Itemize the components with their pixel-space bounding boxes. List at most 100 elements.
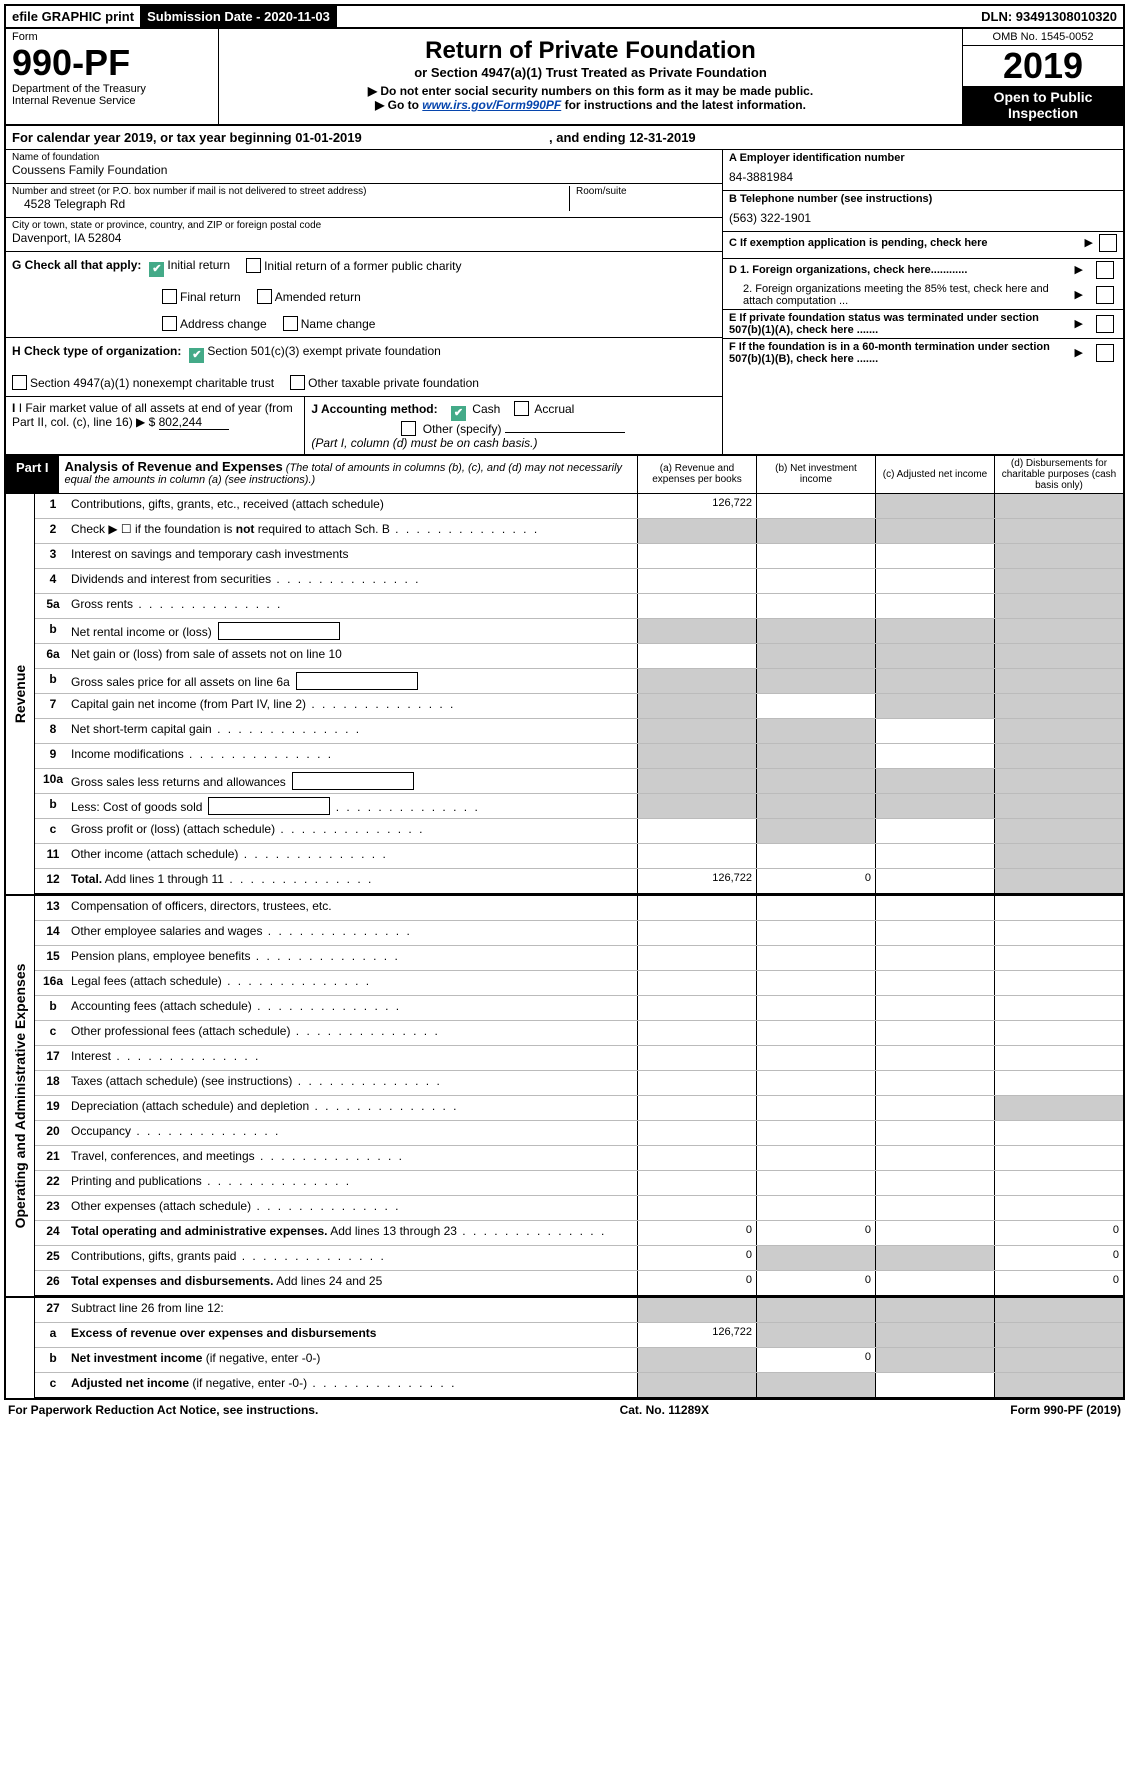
cell-a bbox=[637, 769, 756, 793]
cell-d bbox=[994, 844, 1123, 868]
cell-a bbox=[637, 1196, 756, 1220]
cell-a bbox=[637, 946, 756, 970]
line-num: 22 bbox=[35, 1171, 71, 1195]
h-item-1-label: Section 4947(a)(1) nonexempt charitable … bbox=[30, 376, 274, 390]
line-num: 5a bbox=[35, 594, 71, 618]
cell-b bbox=[756, 744, 875, 768]
cell-a bbox=[637, 1071, 756, 1095]
cell-c bbox=[875, 1096, 994, 1120]
line-desc: Dividends and interest from securities bbox=[71, 569, 637, 593]
f-checkbox[interactable] bbox=[1096, 344, 1114, 362]
col-b-header: (b) Net investment income bbox=[756, 456, 875, 493]
d-row: D 1. Foreign organizations, check here..… bbox=[723, 259, 1123, 310]
g-name[interactable]: Name change bbox=[283, 316, 376, 331]
cell-b bbox=[756, 644, 875, 668]
cell-b bbox=[756, 1146, 875, 1170]
g-initial-former[interactable]: Initial return of a former public charit… bbox=[246, 258, 461, 277]
c-checkbox[interactable] bbox=[1099, 234, 1117, 252]
cell-b bbox=[756, 794, 875, 818]
cell-d bbox=[994, 1298, 1123, 1322]
line-3: 3 Interest on savings and temporary cash… bbox=[35, 544, 1123, 569]
j-other: Other (specify) bbox=[423, 422, 502, 436]
g-address[interactable]: Address change bbox=[162, 316, 267, 331]
cell-c bbox=[875, 1221, 994, 1245]
cell-c bbox=[875, 1046, 994, 1070]
cell-c bbox=[875, 996, 994, 1020]
open-to-public: Open to Public Inspection bbox=[963, 86, 1123, 124]
line-num: b bbox=[35, 619, 71, 643]
checkbox-icon[interactable] bbox=[514, 401, 529, 416]
checkbox-icon[interactable] bbox=[401, 421, 416, 436]
dept-2: Internal Revenue Service bbox=[12, 95, 212, 107]
line-22: 22 Printing and publications bbox=[35, 1171, 1123, 1196]
arrow-icon: ▶ bbox=[1075, 346, 1083, 359]
line-num: 8 bbox=[35, 719, 71, 743]
check-icon[interactable]: ✔ bbox=[451, 406, 466, 421]
cell-d bbox=[994, 869, 1123, 893]
cell-b bbox=[756, 1373, 875, 1397]
form-number: 990-PF bbox=[12, 45, 212, 81]
cell-d bbox=[994, 1046, 1123, 1070]
check-icon: ✔ bbox=[189, 348, 204, 363]
cell-a bbox=[637, 569, 756, 593]
revenue-sidelabel: Revenue bbox=[6, 494, 35, 894]
e-checkbox[interactable] bbox=[1096, 315, 1114, 333]
cell-b bbox=[756, 1323, 875, 1347]
foundation-name: Coussens Family Foundation bbox=[12, 163, 716, 177]
line-2: 2 Check ▶ ☐ if the foundation is not req… bbox=[35, 519, 1123, 544]
cell-d bbox=[994, 669, 1123, 693]
line-num: 6a bbox=[35, 644, 71, 668]
cell-b: 0 bbox=[756, 1221, 875, 1245]
line-desc: Net short-term capital gain bbox=[71, 719, 637, 743]
cell-b: 0 bbox=[756, 869, 875, 893]
name-row: Name of foundation Coussens Family Found… bbox=[6, 150, 722, 184]
cell-a bbox=[637, 594, 756, 618]
h-4947[interactable]: Section 4947(a)(1) nonexempt charitable … bbox=[12, 375, 274, 390]
line-5a: 5a Gross rents bbox=[35, 594, 1123, 619]
dept-1: Department of the Treasury bbox=[12, 83, 212, 95]
j-section: J Accounting method: ✔ Cash Accrual Othe… bbox=[305, 397, 722, 454]
h-501c3[interactable]: ✔Section 501(c)(3) exempt private founda… bbox=[189, 344, 440, 363]
calyear-end: 12-31-2019 bbox=[629, 130, 696, 145]
line-4: 4 Dividends and interest from securities bbox=[35, 569, 1123, 594]
cell-b bbox=[756, 971, 875, 995]
part1-label: Part I bbox=[6, 456, 59, 493]
g-initial-return[interactable]: ✔Initial return bbox=[149, 258, 230, 277]
line-14: 14 Other employee salaries and wages bbox=[35, 921, 1123, 946]
cell-c bbox=[875, 1171, 994, 1195]
cell-a bbox=[637, 519, 756, 543]
d2-checkbox[interactable] bbox=[1096, 286, 1114, 304]
cell-c bbox=[875, 1323, 994, 1347]
line-num: b bbox=[35, 794, 71, 818]
d1-checkbox[interactable] bbox=[1096, 261, 1114, 279]
cell-c bbox=[875, 744, 994, 768]
cell-c bbox=[875, 519, 994, 543]
cell-c bbox=[875, 669, 994, 693]
topbar: efile GRAPHIC print Submission Date - 20… bbox=[6, 6, 1123, 29]
cell-d bbox=[994, 544, 1123, 568]
header-center: Return of Private Foundation or Section … bbox=[219, 29, 962, 124]
cell-d: 0 bbox=[994, 1246, 1123, 1270]
line-num: b bbox=[35, 996, 71, 1020]
g-final[interactable]: Final return bbox=[162, 289, 241, 304]
cell-a bbox=[637, 794, 756, 818]
header-left: Form 990-PF Department of the Treasury I… bbox=[6, 29, 219, 124]
cell-d bbox=[994, 1373, 1123, 1397]
line-num: 20 bbox=[35, 1121, 71, 1145]
cell-d bbox=[994, 1121, 1123, 1145]
line-num: b bbox=[35, 1348, 71, 1372]
g-label: G Check all that apply: bbox=[12, 258, 141, 277]
header: Form 990-PF Department of the Treasury I… bbox=[6, 29, 1123, 126]
cell-b bbox=[756, 844, 875, 868]
line-desc: Contributions, gifts, grants paid bbox=[71, 1246, 637, 1270]
cell-b bbox=[756, 719, 875, 743]
irs-link[interactable]: www.irs.gov/Form990PF bbox=[422, 98, 561, 112]
efile-label: efile GRAPHIC print bbox=[6, 6, 141, 27]
part1-header: Part I Analysis of Revenue and Expenses … bbox=[6, 454, 1123, 494]
cell-c bbox=[875, 769, 994, 793]
h-other[interactable]: Other taxable private foundation bbox=[290, 375, 479, 390]
g-amended[interactable]: Amended return bbox=[257, 289, 361, 304]
footer-mid: Cat. No. 11289X bbox=[620, 1403, 709, 1417]
i-j-row: I I Fair market value of all assets at e… bbox=[6, 397, 722, 454]
line-desc: Net investment income (if negative, ente… bbox=[71, 1348, 637, 1372]
